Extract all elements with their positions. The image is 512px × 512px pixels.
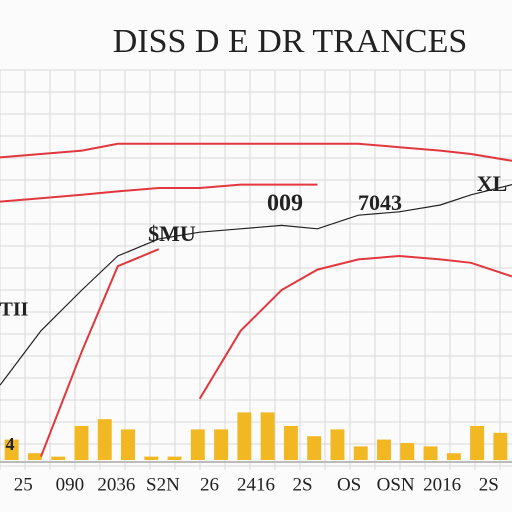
bar (353, 446, 368, 460)
x-tick-label: 090 (56, 474, 85, 495)
annotation: 4 (6, 434, 15, 454)
annotation: XL (477, 171, 508, 196)
bar (144, 456, 159, 460)
bar (74, 426, 89, 460)
line-series (0, 183, 318, 203)
x-tick-label: S2N (146, 474, 180, 495)
line-series (0, 142, 512, 162)
bar (51, 456, 66, 460)
bar (423, 446, 438, 460)
x-tick-label: OS (337, 474, 361, 495)
annotation: 009 (267, 191, 303, 217)
line-series (40, 248, 160, 457)
bar (493, 432, 508, 460)
bar (446, 453, 461, 460)
x-tick-label: 26 (200, 474, 219, 495)
x-tick-label: 2416 (237, 474, 275, 495)
bar (400, 443, 415, 460)
x-tick-label: OSN (377, 474, 415, 495)
bar (167, 456, 182, 460)
bar (283, 426, 298, 460)
x-tick-label: 2S (293, 474, 313, 495)
bar (4, 439, 19, 460)
bar (97, 419, 112, 460)
x-tick-label: 2016 (423, 474, 461, 495)
line-series (0, 184, 512, 386)
bar (470, 426, 485, 460)
line-series (198, 254, 512, 400)
bar (190, 429, 205, 460)
annotation: $MU (148, 221, 196, 246)
bar (237, 412, 252, 460)
bar (330, 429, 345, 460)
bar (214, 429, 229, 460)
annotation: TII (0, 299, 29, 321)
bar (260, 412, 275, 460)
grid (0, 69, 512, 470)
chart-title: DISS D E DR TRANCES (113, 23, 468, 60)
x-tick-label: 25 (14, 474, 33, 495)
bar (377, 439, 391, 460)
x-tick-label: 2S (479, 474, 499, 495)
bar (27, 453, 42, 460)
annotation: 7043 (358, 190, 402, 215)
bar (307, 436, 322, 460)
x-tick-label: 2036 (97, 474, 135, 495)
bar (121, 429, 135, 460)
